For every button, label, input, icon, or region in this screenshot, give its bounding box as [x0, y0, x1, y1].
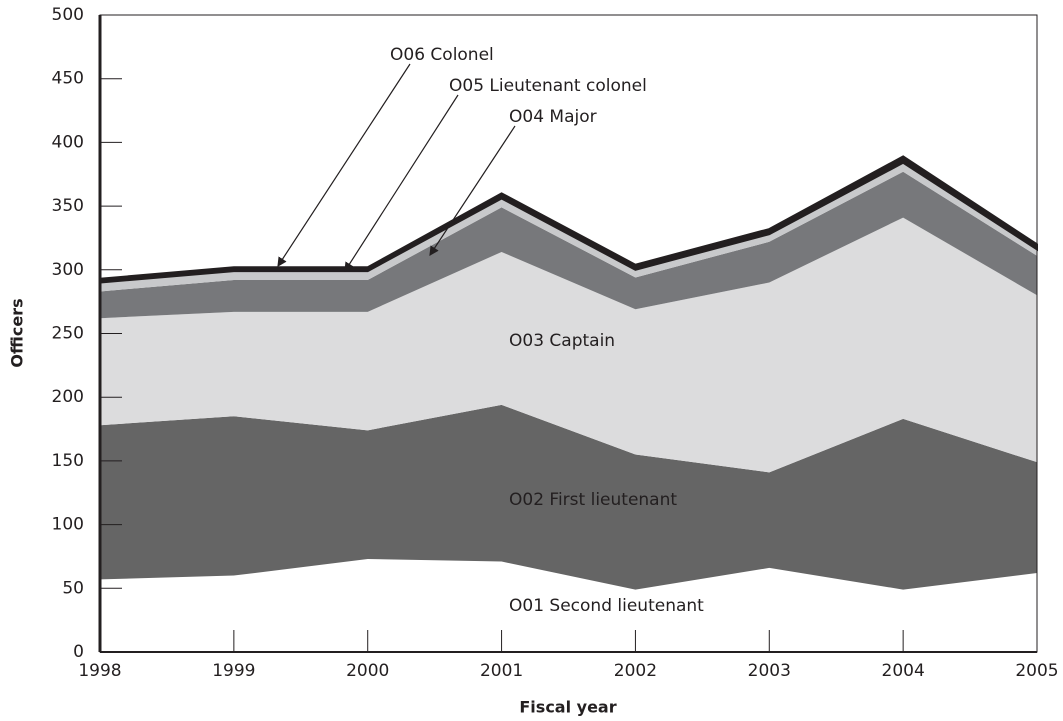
- y-tick-label: 200: [52, 387, 84, 407]
- y-tick-label: 500: [52, 5, 84, 25]
- y-tick-label: 250: [52, 324, 84, 344]
- annotation-arrow: [277, 63, 411, 268]
- y-tick-label: 50: [62, 578, 84, 598]
- y-tick-label: 100: [52, 515, 84, 535]
- annotation-arrow: [344, 94, 459, 273]
- y-tick-label: 400: [52, 132, 84, 152]
- x-axis-title: Fiscal year: [519, 698, 616, 717]
- x-tick-label: 2000: [346, 661, 389, 681]
- series-label: O03 Captain: [509, 331, 615, 351]
- x-tick-label: 1999: [212, 661, 255, 681]
- series-label: O01 Second lieutenant: [509, 596, 704, 616]
- y-tick-label: 0: [73, 642, 84, 662]
- y-tick-label: 150: [52, 451, 84, 471]
- series-label: O02 First lieutenant: [509, 490, 677, 510]
- x-tick-label: 2001: [480, 661, 523, 681]
- x-tick-label: 2004: [882, 661, 925, 681]
- area: [100, 558, 1037, 652]
- series-label: O04 Major: [509, 107, 597, 127]
- series-label: O05 Lieutenant colonel: [449, 76, 647, 96]
- x-tick-label: 2002: [614, 661, 657, 681]
- area: [100, 404, 1037, 590]
- x-tick-label: 2003: [748, 661, 791, 681]
- series-label: O06 Colonel: [390, 45, 494, 65]
- area: [100, 217, 1037, 473]
- annotation-arrow: [429, 125, 516, 257]
- y-tick-label: 450: [52, 69, 84, 89]
- y-tick-label: 350: [52, 196, 84, 216]
- x-tick-label: 1998: [78, 661, 121, 681]
- x-tick-label: 2005: [1015, 661, 1058, 681]
- area: [100, 171, 1037, 319]
- y-tick-label: 300: [52, 260, 84, 280]
- area: [100, 162, 1037, 292]
- y-axis-title: Officers: [8, 298, 27, 367]
